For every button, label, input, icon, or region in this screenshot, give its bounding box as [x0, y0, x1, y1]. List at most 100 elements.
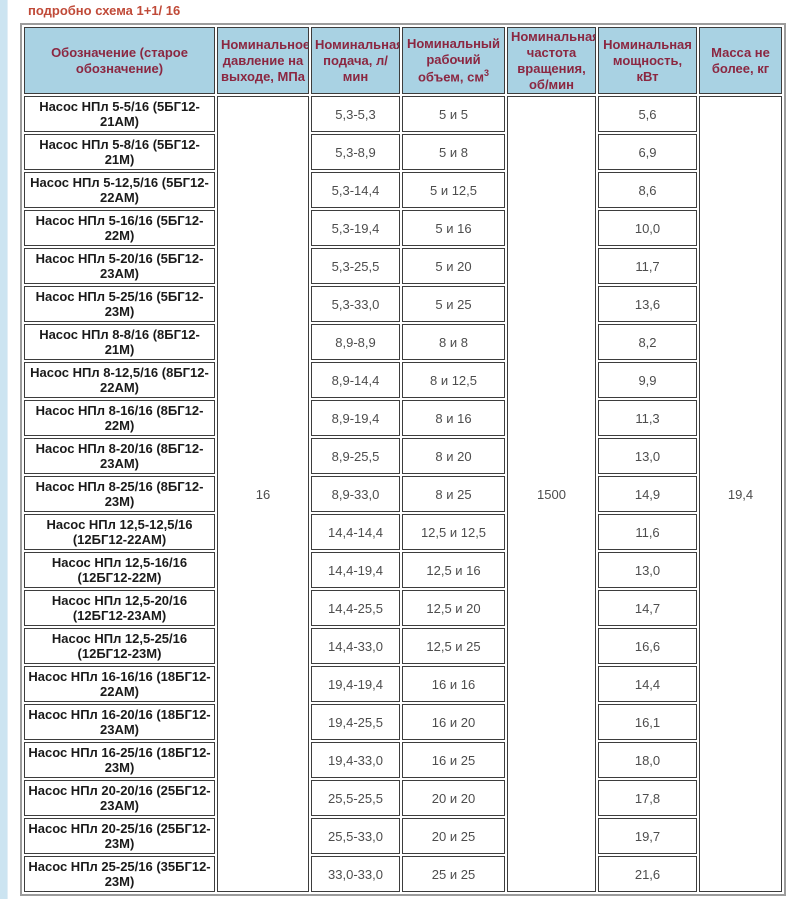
column-header-label: Номинальная частота вращения, об/мин: [511, 29, 596, 92]
volume-cell: 5 и 5: [402, 96, 505, 133]
power-cell: 19,7: [598, 818, 697, 855]
table-row: Насос НПл 5-5/16 (5БГ12-21АМ) 16 5,3-5,3 5 …: [24, 96, 782, 893]
volume-cell: 5 и 25: [402, 286, 505, 323]
pump-designation-cell: Насос НПл 16-20/16 (18БГ12-23АМ): [24, 704, 215, 741]
volume-cell: 16 и 20: [402, 704, 505, 741]
supply-cell: 8,9-19,4: [311, 400, 400, 437]
table-row: Насос НПл 8-25/16 (8БГ12-23М) 8,9-33,0 8 и…: [24, 476, 782, 513]
supply-cell: 5,3-8,9: [311, 134, 400, 171]
scheme-detail-link[interactable]: подробно схема 1+1/ 16: [28, 3, 181, 18]
power-cell: 9,9: [598, 362, 697, 399]
power-cell: 8,2: [598, 324, 697, 361]
pump-designation-cell: Насос НПл 8-25/16 (8БГ12-23М): [24, 476, 215, 513]
supply-cell: 5,3-25,5: [311, 248, 400, 285]
power-cell: 8,6: [598, 172, 697, 209]
table-row: Насос НПл 8-12,5/16 (8БГ12-22АМ) 8,9-14,4…: [24, 362, 782, 399]
column-header-6: Масса не более, кг: [699, 27, 782, 95]
volume-cell: 8 и 12,5: [402, 362, 505, 399]
power-cell: 16,6: [598, 628, 697, 665]
pump-designation-cell: Насос НПл 12,5-12,5/16 (12БГ12-22АМ): [24, 514, 215, 551]
power-cell: 13,0: [598, 552, 697, 589]
volume-cell: 8 и 20: [402, 438, 505, 475]
volume-cell: 16 и 16: [402, 666, 505, 703]
pump-designation-cell: Насос НПл 20-20/16 (25БГ12-23АМ): [24, 780, 215, 817]
pump-designation-cell: Насос НПл 5-5/16 (5БГ12-21АМ): [24, 96, 215, 133]
column-header-label: Номинальная подача, л/ мин: [315, 36, 400, 84]
table-row: Насос НПл 12,5-20/16 (12БГ12-23АМ) 14,4-2…: [24, 590, 782, 627]
table-row: Насос НПл 5-12,5/16 (5БГ12-22АМ) 5,3-14,4…: [24, 172, 782, 209]
volume-cell: 12,5 и 12,5: [402, 514, 505, 551]
pump-designation-cell: Насос НПл 5-20/16 (5БГ12-23АМ): [24, 248, 215, 285]
power-cell: 13,0: [598, 438, 697, 475]
pump-spec-table: Обозначение (старое обозначение) Номиналь…: [20, 23, 786, 897]
pump-designation-cell: Насос НПл 5-16/16 (5БГ12-22М): [24, 210, 215, 247]
column-header-3: Номинальный рабочий объем, см3: [402, 27, 505, 95]
supply-cell: 5,3-14,4: [311, 172, 400, 209]
page-left-border: [0, 0, 8, 899]
table-row: Насос НПл 16-25/16 (18БГ12-23М) 19,4-33,0…: [24, 742, 782, 779]
volume-cell: 5 и 16: [402, 210, 505, 247]
supply-cell: 25,5-25,5: [311, 780, 400, 817]
volume-cell: 12,5 и 20: [402, 590, 505, 627]
supply-cell: 19,4-19,4: [311, 666, 400, 703]
speed-merged-cell: 1500: [507, 96, 596, 893]
table-row: Насос НПл 12,5-12,5/16 (12БГ12-22АМ) 14,4…: [24, 514, 782, 551]
volume-cell: 5 и 8: [402, 134, 505, 171]
power-cell: 14,9: [598, 476, 697, 513]
pump-designation-cell: Насос НПл 12,5-16/16 (12БГ12-22М): [24, 552, 215, 589]
pump-designation-cell: Насос НПл 20-25/16 (25БГ12-23М): [24, 818, 215, 855]
pump-designation-cell: Насос НПл 5-8/16 (5БГ12-21М): [24, 134, 215, 171]
table-row: Насос НПл 12,5-16/16 (12БГ12-22М) 14,4-19…: [24, 552, 782, 589]
pressure-merged-cell: 16: [217, 96, 309, 893]
table-row: Насос НПл 20-25/16 (25БГ12-23М) 25,5-33,0…: [24, 818, 782, 855]
pump-designation-cell: Насос НПл 25-25/16 (35БГ12-23М): [24, 856, 215, 893]
table-row: Насос НПл 16-16/16 (18БГ12-22АМ) 19,4-19,…: [24, 666, 782, 703]
volume-cell: 25 и 25: [402, 856, 505, 893]
power-cell: 17,8: [598, 780, 697, 817]
volume-cell: 5 и 12,5: [402, 172, 505, 209]
power-cell: 5,6: [598, 96, 697, 133]
supply-cell: 19,4-33,0: [311, 742, 400, 779]
table-body: Насос НПл 5-5/16 (5БГ12-21АМ) 16 5,3-5,3 5 …: [24, 96, 782, 893]
column-header-label: Обозначение (старое обозначение): [51, 44, 188, 76]
table-row: Насос НПл 25-25/16 (35БГ12-23М) 33,0-33,0…: [24, 856, 782, 893]
table-row: Насос НПл 12,5-25/16 (12БГ12-23М) 14,4-33…: [24, 628, 782, 665]
supply-cell: 14,4-14,4: [311, 514, 400, 551]
supply-cell: 14,4-25,5: [311, 590, 400, 627]
supply-cell: 8,9-14,4: [311, 362, 400, 399]
column-header-5: Номинальная мощность, кВт: [598, 27, 697, 95]
volume-cell: 8 и 16: [402, 400, 505, 437]
supply-cell: 8,9-33,0: [311, 476, 400, 513]
volume-cell: 12,5 и 25: [402, 628, 505, 665]
column-header-label: Масса не более, кг: [711, 44, 770, 76]
pump-designation-cell: Насос НПл 16-25/16 (18БГ12-23М): [24, 742, 215, 779]
power-cell: 18,0: [598, 742, 697, 779]
pump-designation-cell: Насос НПл 8-16/16 (8БГ12-22М): [24, 400, 215, 437]
table-row: Насос НПл 5-16/16 (5БГ12-22М) 5,3-19,4 5 и…: [24, 210, 782, 247]
column-header-4: Номинальная частота вращения, об/мин: [507, 27, 596, 95]
column-header-1: Номинальное давление на выходе, МПа: [217, 27, 309, 95]
column-header-2: Номинальная подача, л/ мин: [311, 27, 400, 95]
supply-cell: 8,9-25,5: [311, 438, 400, 475]
supply-cell: 14,4-19,4: [311, 552, 400, 589]
supply-cell: 19,4-25,5: [311, 704, 400, 741]
power-cell: 14,7: [598, 590, 697, 627]
power-cell: 11,6: [598, 514, 697, 551]
column-header-label: Номинальное давление на выходе, МПа: [221, 36, 309, 84]
table-row: Насос НПл 8-20/16 (8БГ12-23АМ) 8,9-25,5 8 …: [24, 438, 782, 475]
table-row: Насос НПл 20-20/16 (25БГ12-23АМ) 25,5-25,…: [24, 780, 782, 817]
power-cell: 10,0: [598, 210, 697, 247]
column-header-label: Номинальный рабочий объем, см: [406, 36, 501, 85]
table-row: Насос НПл 8-16/16 (8БГ12-22М) 8,9-19,4 8 и…: [24, 400, 782, 437]
content-area: подробно схема 1+1/ 16 Обозначение (стар…: [20, 0, 790, 897]
supply-cell: 25,5-33,0: [311, 818, 400, 855]
pump-designation-cell: Насос НПл 5-25/16 (5БГ12-23М): [24, 286, 215, 323]
volume-cell: 5 и 20: [402, 248, 505, 285]
volume-cell: 8 и 8: [402, 324, 505, 361]
pump-designation-cell: Насос НПл 12,5-20/16 (12БГ12-23АМ): [24, 590, 215, 627]
column-header-superscript: 3: [484, 67, 490, 78]
header-row: Обозначение (старое обозначение) Номиналь…: [24, 27, 782, 95]
column-header-0: Обозначение (старое обозначение): [24, 27, 215, 95]
supply-cell: 14,4-33,0: [311, 628, 400, 665]
